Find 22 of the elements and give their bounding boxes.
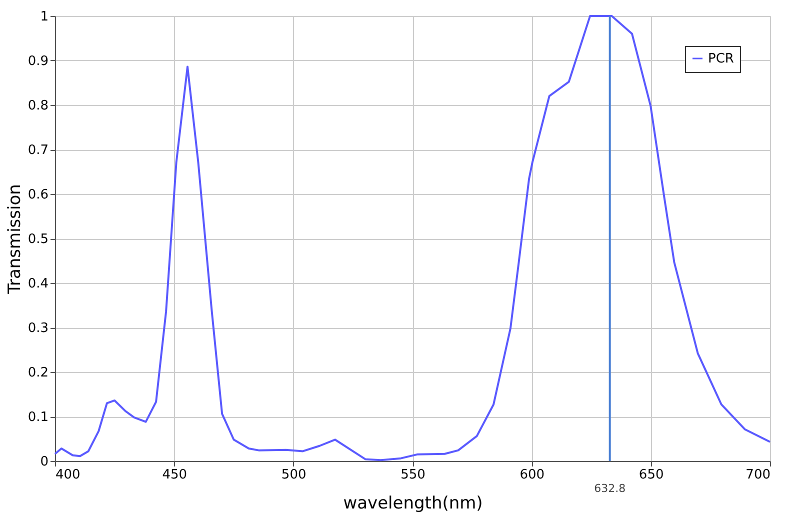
- x-tick-label: 550: [400, 468, 426, 482]
- y-tick-label: 0.7: [28, 143, 48, 158]
- y-tick-label: 0: [40, 454, 48, 470]
- y-tick-label: 0.6: [28, 188, 48, 202]
- x-tick-label: 450: [162, 468, 188, 482]
- ref-line-label: 632.8: [594, 482, 626, 495]
- y-tick-label: 0.5: [28, 232, 48, 247]
- legend-label: PCR: [708, 52, 734, 66]
- x-tick-label: 600: [520, 468, 545, 482]
- y-tick-label: 0.9: [28, 54, 48, 69]
- y-tick-label: 1: [40, 10, 48, 24]
- x-tick-label: 400: [56, 468, 80, 482]
- y-tick-label: 0.1: [28, 410, 48, 425]
- x-tick-label: 500: [281, 468, 306, 482]
- x-tick-label: 700: [746, 468, 770, 482]
- y-tick-label: 0.4: [28, 276, 48, 292]
- x-tick-label: 650: [638, 468, 664, 482]
- y-tick-label: 0.2: [28, 366, 48, 380]
- y-tick-label: 0.3: [28, 321, 48, 336]
- y-axis-title: Transmission: [4, 184, 25, 295]
- y-tick-label: 0.8: [28, 98, 48, 114]
- x-axis-title: wavelength(nm): [343, 494, 483, 514]
